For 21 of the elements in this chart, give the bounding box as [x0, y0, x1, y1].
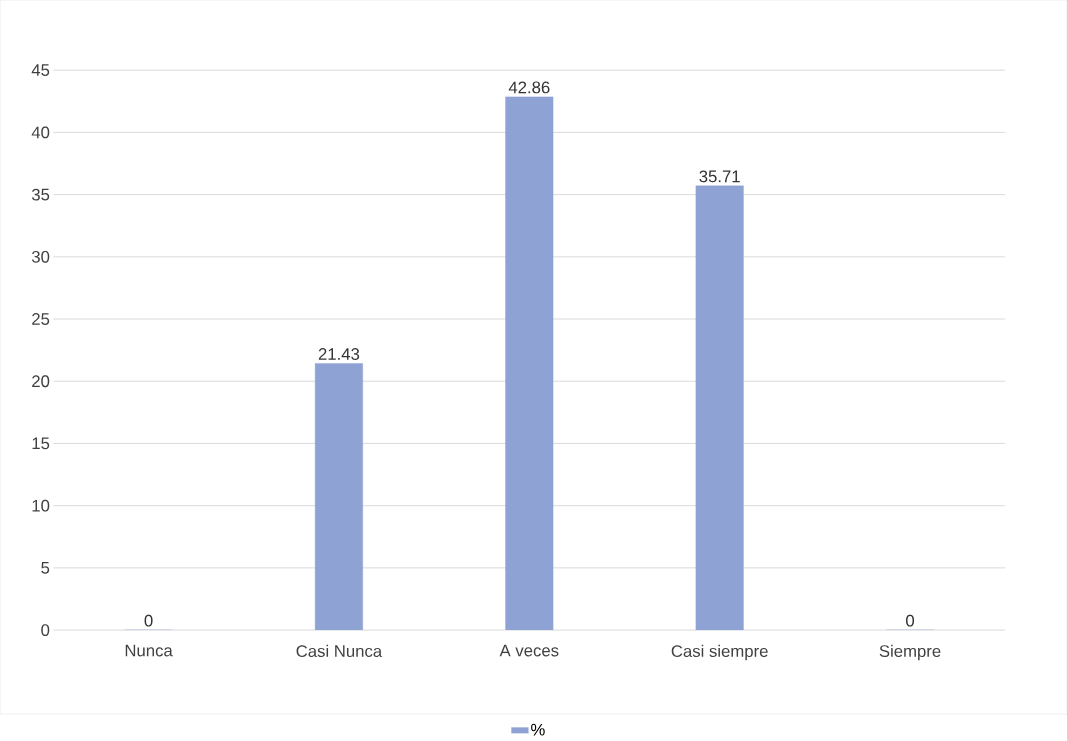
y-tick-label: 35	[31, 188, 50, 201]
y-tick-label: 30	[31, 250, 50, 263]
y-tick-label: 25	[32, 313, 50, 326]
x-tick-label: Casi siempre	[671, 644, 768, 661]
y-tick-label: 20	[32, 375, 50, 388]
y-tick-label: 5	[41, 562, 50, 574]
data-label: 0	[144, 614, 153, 627]
x-tick-label: Siempre	[879, 644, 941, 661]
x-tick-label: A veces	[499, 644, 559, 657]
y-tick-label: 40	[31, 126, 50, 139]
y-tick-label: 45	[31, 64, 50, 77]
x-tick-label: Nunca	[125, 644, 173, 657]
y-tick-label: 10	[32, 499, 50, 512]
x-tick-label: Casi Nunca	[296, 644, 383, 658]
data-label: 21.43	[318, 348, 360, 361]
y-tick-label: 0	[41, 624, 50, 637]
legend-label: %	[531, 723, 545, 736]
data-label: 35.71	[699, 170, 740, 183]
data-label: 42.86	[508, 81, 550, 94]
data-label: 0	[906, 614, 915, 627]
y-tick-label: 15	[32, 437, 50, 450]
